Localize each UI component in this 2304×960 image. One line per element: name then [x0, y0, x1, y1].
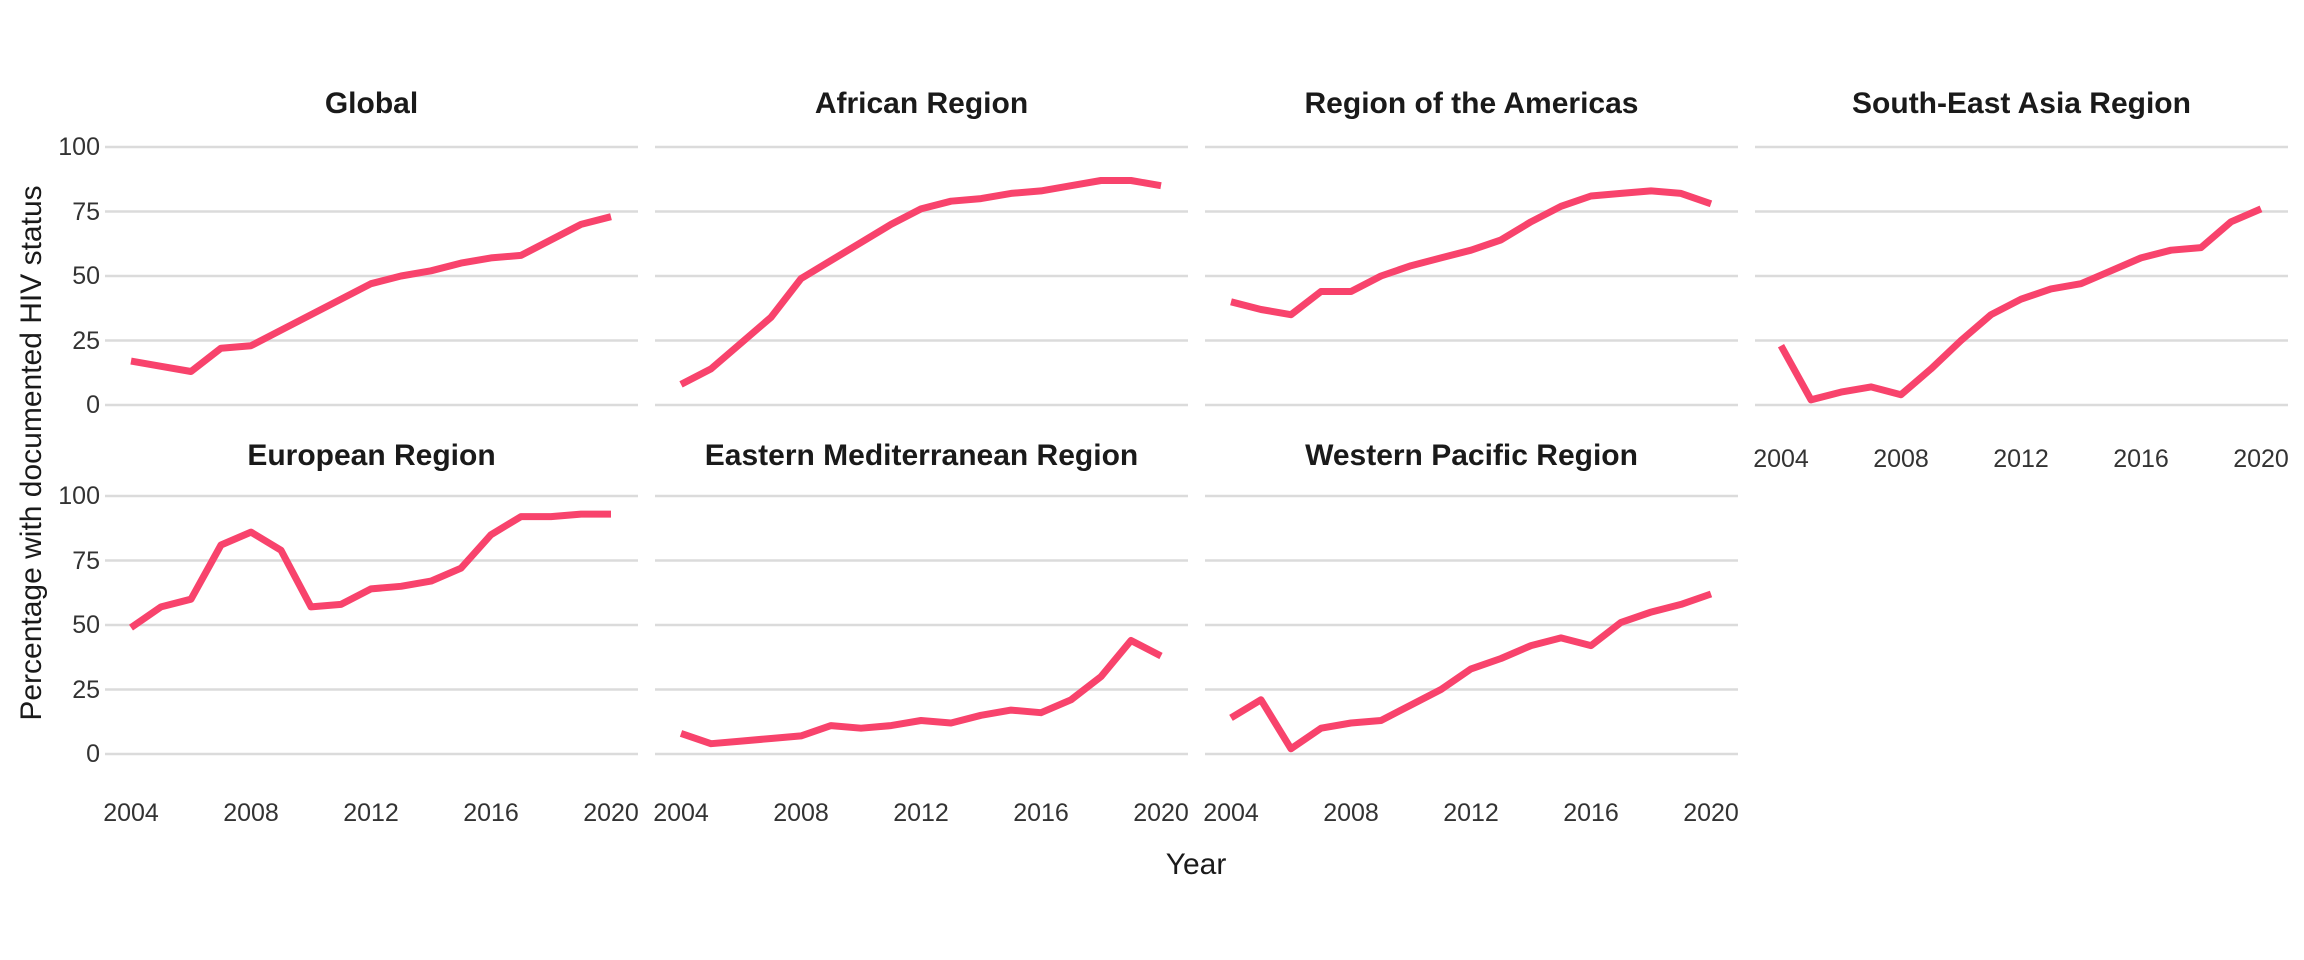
x-tick-label-eastern-mediterranean-region-2016: 2016: [1013, 799, 1069, 827]
facet-panel-western-pacific-region: [1205, 494, 1738, 756]
x-tick-label-eastern-mediterranean-region-2012: 2012: [893, 799, 949, 827]
facet-title-south-east-asia-region: South-East Asia Region: [1852, 87, 2191, 120]
x-tick-label-western-pacific-region-2016: 2016: [1563, 799, 1619, 827]
trend-line-eastern-mediterranean-region: [679, 637, 1163, 748]
trend-line-global: [130, 213, 612, 375]
x-tick-label-european-region-2020: 2020: [583, 799, 639, 827]
trend-line-african-region: [679, 177, 1162, 388]
y-tick-label-row1-50: 50: [72, 611, 100, 639]
trend-line-western-pacific-region: [1229, 590, 1713, 753]
facet-title-region-of-the-americas: Region of the Americas: [1304, 87, 1639, 120]
y-tick-label-row1-75: 75: [72, 546, 100, 575]
facet-panel-global: [105, 145, 638, 407]
x-tick-label-western-pacific-region-2008: 2008: [1323, 799, 1379, 827]
y-tick-label-row0-50: 50: [72, 262, 100, 290]
facet-title-african-region: African Region: [814, 87, 1029, 120]
x-tick-label-eastern-mediterranean-region-2020: 2020: [1133, 799, 1189, 827]
x-tick-label-south-east-asia-region-2008: 2008: [1873, 445, 1929, 473]
x-tick-label-south-east-asia-region-2020: 2020: [2233, 445, 2289, 473]
x-tick-label-european-region-2016: 2016: [463, 799, 519, 827]
x-tick-label-south-east-asia-region-2016: 2016: [2113, 445, 2169, 473]
facet-panel-region-of-the-americas: [1205, 145, 1738, 407]
facet-panel-european-region: [105, 494, 638, 756]
facet-panel-african-region: [655, 145, 1188, 407]
facet-title-eastern-mediterranean-region: Eastern Mediterranean Region: [704, 439, 1139, 472]
y-tick-label-row1-25: 25: [72, 675, 100, 704]
y-tick-label-row1-100: 100: [58, 482, 100, 510]
x-tick-label-european-region-2004: 2004: [103, 799, 159, 827]
facet-title-european-region: European Region: [247, 439, 496, 472]
y-tick-label-row0-75: 75: [72, 197, 100, 226]
y-tick-label-row1-0: 0: [86, 740, 100, 768]
trend-line-european-region: [129, 510, 611, 631]
facet-panel-eastern-mediterranean-region: [655, 494, 1188, 756]
y-tick-label-row0-100: 100: [58, 133, 100, 161]
facet-title-western-pacific-region: Western Pacific Region: [1305, 439, 1638, 472]
x-tick-label-european-region-2008: 2008: [223, 799, 279, 827]
x-tick-label-eastern-mediterranean-region-2004: 2004: [653, 799, 709, 827]
x-tick-label-western-pacific-region-2004: 2004: [1203, 799, 1259, 827]
facet-panel-south-east-asia-region: [1755, 145, 2288, 407]
x-tick-label-south-east-asia-region-2004: 2004: [1753, 445, 1809, 473]
x-tick-label-european-region-2012: 2012: [343, 799, 399, 827]
y-tick-label-row0-25: 25: [72, 326, 100, 355]
x-tick-label-western-pacific-region-2012: 2012: [1443, 799, 1499, 827]
facet-title-global: Global: [324, 87, 419, 120]
x-tick-label-eastern-mediterranean-region-2008: 2008: [773, 799, 829, 827]
x-tick-label-western-pacific-region-2020: 2020: [1683, 799, 1739, 827]
y-tick-label-row0-0: 0: [86, 391, 100, 419]
x-tick-label-south-east-asia-region-2012: 2012: [1993, 445, 2049, 473]
trend-line-region-of-the-americas: [1230, 187, 1713, 319]
trend-line-south-east-asia-region: [1777, 205, 2263, 404]
x-axis-title: Year: [1165, 848, 1227, 881]
